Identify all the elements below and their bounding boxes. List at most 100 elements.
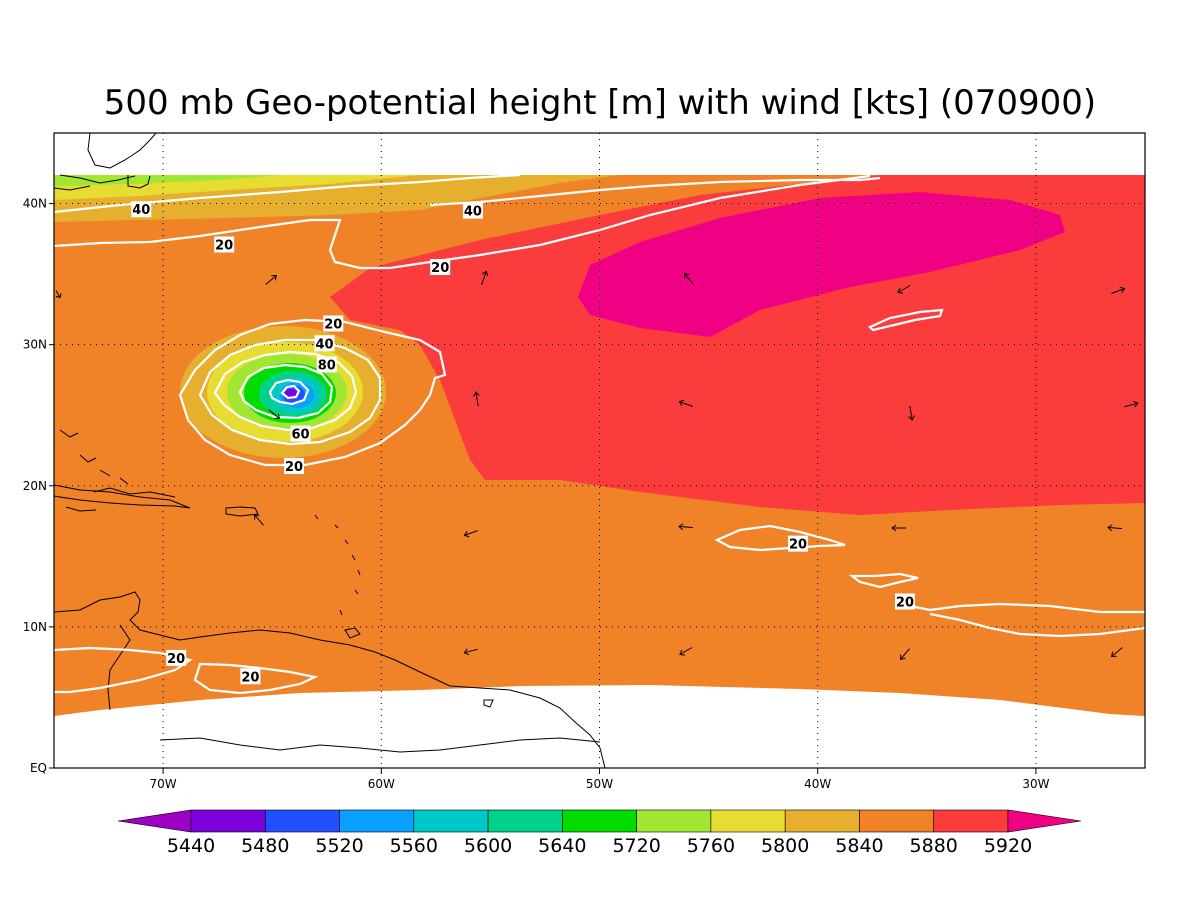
wind-contour-labels: 40 20 40 20 20 40 80 60 20 20 20 20 20: [131, 201, 915, 685]
wind-arrow: [891, 524, 906, 532]
contour-label-box: [166, 649, 187, 666]
wind-arrow: [268, 409, 281, 420]
wind-arrow: [473, 391, 480, 406]
contour-label-text: 20: [241, 670, 259, 685]
wind-arrow: [1107, 524, 1123, 532]
lat-tick-label: 10N: [23, 620, 47, 634]
cuba-coast: [54, 484, 191, 509]
contour-label-box: [214, 236, 235, 253]
isotach-40-low: [198, 338, 382, 446]
contour-label-box: [462, 202, 483, 219]
colorbar-level-label: 5840: [835, 835, 883, 857]
isotach-20-south-2: [193, 662, 319, 695]
wind-contour-label: 20: [788, 535, 809, 553]
contour-label-text: 20: [431, 261, 449, 276]
contour-label-text: 40: [316, 337, 334, 352]
contour-label-text: 40: [464, 205, 482, 220]
colorbar-swatch: [710, 809, 786, 833]
contour-label-box: [430, 259, 451, 276]
wind-contour-label: 20: [894, 593, 915, 610]
wind-arrow: [1110, 647, 1123, 658]
wind-contour-label: 20: [323, 315, 344, 333]
map-title: 500 mb Geo-potential height [m] with win…: [104, 83, 1096, 123]
wind-arrow: [678, 399, 693, 407]
wind-contour-label: 20: [284, 458, 305, 475]
colorbar-upper-extend: [1007, 809, 1082, 833]
wind-contour-label: 20: [240, 668, 261, 685]
colorbar-level-label: 5440: [167, 835, 215, 857]
color-legend: 5440 5480 5520 5560 5600 5640 5720 5760 5800 5840…: [117, 809, 1082, 857]
wind-arrow: [683, 272, 694, 285]
isotach-20-east-1: [714, 524, 846, 552]
map-axes: 70W 60W 50W 40W 30W EQ 10N 20N 30N 40N: [23, 197, 1050, 791]
colorbar-level-label: 5640: [538, 835, 586, 857]
lat-tick-label: 30N: [23, 338, 47, 352]
colorbar-swatch: [339, 809, 415, 833]
wind-contour-label: 20: [214, 236, 235, 253]
wind-arrow: [481, 270, 489, 285]
isotach-100-low: [268, 378, 310, 406]
colorbar-swatch: [562, 809, 637, 833]
colorbar-swatch: [636, 809, 712, 833]
wind-arrow: [897, 285, 911, 294]
colorbar-swatch: [859, 809, 935, 833]
wind-contour-label: 40: [131, 201, 152, 218]
colorbar-swatch: [190, 809, 266, 833]
colorbar-level-label: 5800: [761, 835, 809, 857]
colorbar-level-label: 5600: [464, 835, 512, 857]
wind-contour-label: 40: [314, 335, 335, 352]
lon-tick-label: 70W: [150, 777, 177, 791]
lon-tick-label: 40W: [804, 777, 831, 791]
hispaniola-coast: [65, 487, 176, 512]
wind-contour-label: 60: [290, 425, 311, 443]
contour-label-box: [131, 201, 152, 218]
contour-label-box: [284, 458, 305, 475]
lat-tick-label: EQ: [30, 761, 47, 775]
contour-label-text: 60: [292, 428, 310, 443]
lesser-antilles: [314, 514, 361, 616]
colorbar-level-label: 5520: [315, 835, 363, 857]
contour-label-box: [314, 335, 335, 352]
isotach-20-east-3: [904, 602, 1145, 638]
wind-contour-label: 40: [462, 202, 483, 220]
isotach-120-low: [280, 384, 301, 400]
contour-label-box: [323, 315, 344, 332]
colorbar-swatch: [264, 809, 340, 833]
lon-tick-label: 30W: [1022, 777, 1049, 791]
south-america-coast: [54, 591, 606, 768]
wind-arrow: [899, 648, 910, 661]
contour-label-text: 20: [789, 538, 807, 553]
band-5960-fill: [578, 192, 1065, 337]
bahamas-coast: [59, 429, 129, 485]
lon-tick-label: 50W: [586, 777, 613, 791]
contour-label-box: [290, 425, 311, 442]
north-america-coast: [54, 133, 157, 191]
wind-arrow: [253, 513, 264, 526]
map-plot-area: 40 20 40 20 20 40 80 60 20 20 20 20 20: [54, 133, 1145, 768]
isotach-20-low: [178, 318, 447, 467]
contour-label-box: [788, 535, 809, 552]
isotach-60-low: [213, 350, 358, 432]
coastlines: [54, 133, 606, 768]
wind-contour-label: 80: [316, 356, 337, 373]
contour-label-text: 20: [896, 595, 914, 610]
wind-vectors: [55, 270, 1139, 661]
isotach-20-north: [54, 174, 871, 270]
wind-arrow: [463, 530, 478, 538]
colorbar-lower-extend: [117, 809, 192, 833]
contour-label-box: [316, 356, 337, 373]
colorbar-level-label: 5480: [241, 835, 289, 857]
contour-label-box: [240, 668, 261, 685]
colorbar-level-label: 5880: [910, 835, 958, 857]
contour-label-text: 20: [285, 460, 303, 475]
band-5760-fill: [54, 175, 280, 186]
wind-arrow: [55, 290, 62, 299]
lon-tick-label: 60W: [368, 777, 395, 791]
lat-tick-label: 40N: [23, 197, 47, 211]
colorbar-swatch: [933, 809, 1009, 833]
contour-label-text: 40: [132, 203, 150, 218]
colorbar-swatch: [487, 809, 563, 833]
colorbar-level-label: 5560: [390, 835, 438, 857]
colorbar-level-label: 5920: [984, 835, 1032, 857]
